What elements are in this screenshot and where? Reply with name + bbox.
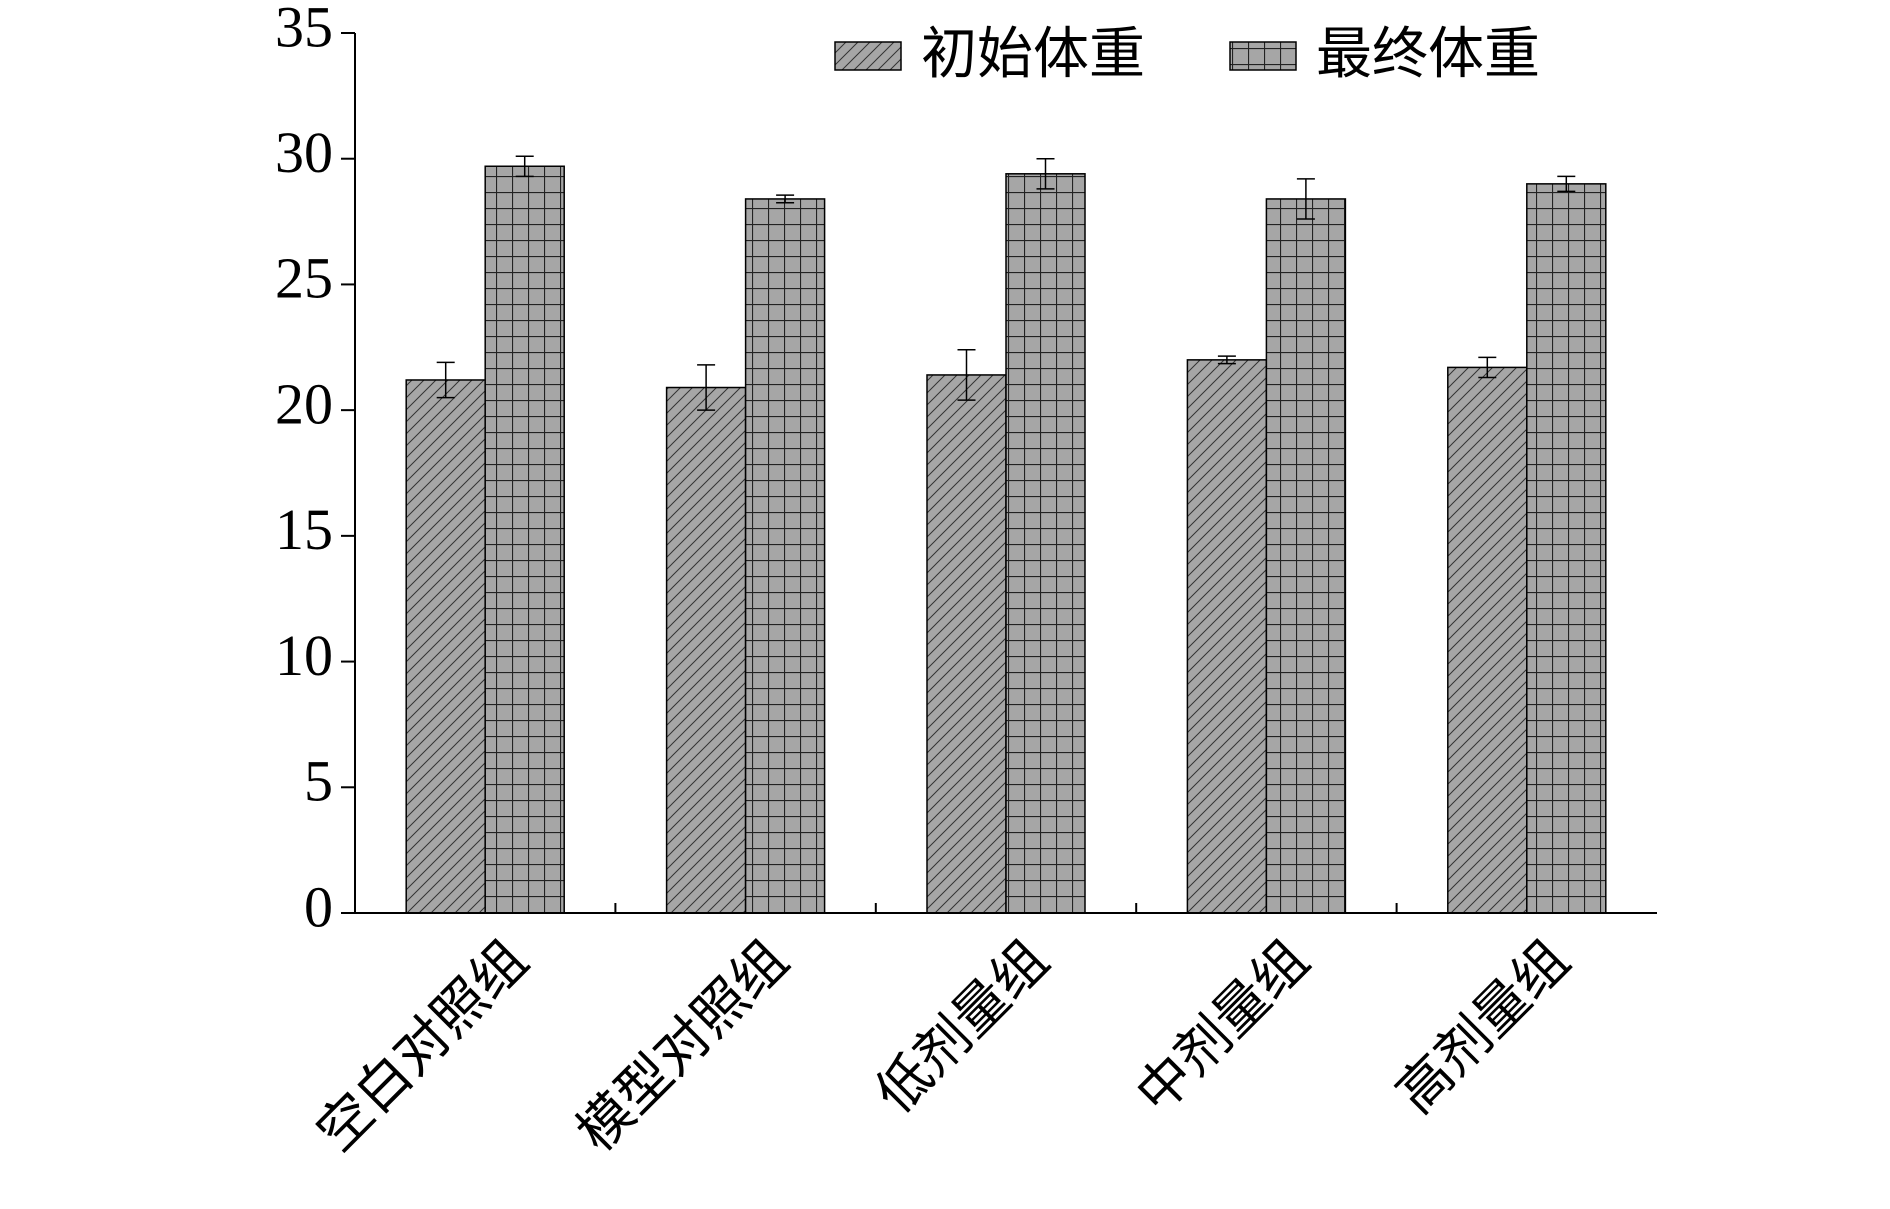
y-tick-label: 15 xyxy=(275,497,333,562)
error-bar xyxy=(1036,157,1055,190)
x-tick-label: 低剂量组 xyxy=(863,928,1060,1125)
y-tick-label: 5 xyxy=(304,749,333,814)
bar xyxy=(1265,198,1347,914)
y-tick-label: 35 xyxy=(275,0,333,59)
x-tick-label: 模型对照组 xyxy=(565,928,800,1163)
bar xyxy=(405,379,486,914)
x-tick-label: 空白对照组 xyxy=(304,928,539,1163)
bar xyxy=(926,374,1007,914)
error-bar xyxy=(1296,178,1315,220)
y-tick-label: 10 xyxy=(275,623,333,688)
y-tick-label: 20 xyxy=(275,371,333,436)
error-bar xyxy=(515,155,534,178)
error-bar xyxy=(697,364,716,411)
error-bar xyxy=(1217,355,1236,365)
y-tick-label: 30 xyxy=(275,120,333,185)
bar xyxy=(484,165,565,914)
error-bar xyxy=(1478,356,1497,379)
bar xyxy=(665,386,747,914)
legend: 初始体重 最终体重 xyxy=(834,22,1540,87)
error-bar xyxy=(436,361,455,399)
error-bar xyxy=(776,194,795,204)
bar xyxy=(744,198,826,914)
y-tick-label: 25 xyxy=(275,246,333,311)
error-bar xyxy=(957,349,976,401)
error-bar xyxy=(1557,175,1576,193)
legend-swatch xyxy=(1229,41,1297,71)
legend-label: 最终体重 xyxy=(1316,22,1540,87)
legend-label: 初始体重 xyxy=(921,22,1145,87)
bar xyxy=(1186,359,1268,914)
bar xyxy=(1526,183,1607,914)
legend-swatch xyxy=(834,41,902,71)
bar xyxy=(1447,366,1528,914)
bar xyxy=(1005,173,1086,914)
x-tick-label: 高剂量组 xyxy=(1384,928,1581,1125)
y-tick-label: 0 xyxy=(304,874,333,939)
x-tick-label: 中剂量组 xyxy=(1124,928,1321,1125)
